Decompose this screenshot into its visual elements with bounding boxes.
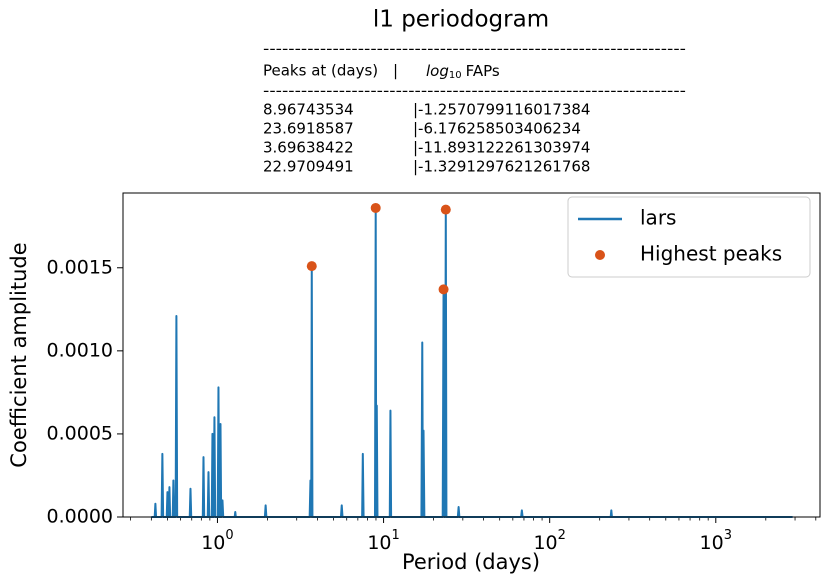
legend-label: lars	[640, 206, 676, 230]
y-tick-label: 0.0005	[47, 422, 113, 444]
x-tick-label: 101	[367, 528, 399, 554]
fap-header: log10 FAPs	[426, 62, 500, 82]
header: Peaks at (days)	[263, 62, 378, 80]
table-cell: 22.9709491	[263, 158, 354, 176]
rule: ----------------------------------------…	[263, 82, 686, 100]
x-tick-exponent: 2	[558, 528, 566, 543]
peak-marker	[438, 284, 449, 295]
y-tick-label: 0.0000	[47, 506, 113, 528]
x-tick-base: 10	[367, 532, 391, 554]
fap-header-sub: 10	[449, 70, 462, 81]
rule: ----------------------------------------…	[263, 40, 686, 58]
x-tick-exponent: 0	[225, 528, 233, 543]
x-tick-label: 103	[700, 528, 732, 554]
x-tick-exponent: 3	[724, 528, 732, 543]
x-tick-base: 10	[533, 532, 557, 554]
y-axis-label: Coefficient amplitude	[7, 242, 31, 467]
chart-title: l1 periodogram	[373, 7, 549, 33]
fap-header-rest: FAPs	[466, 62, 500, 80]
y-tick-label: 0.0015	[47, 256, 113, 278]
header: |	[393, 62, 398, 80]
fap-header-log: log	[426, 62, 449, 80]
x-tick-label: 102	[533, 528, 565, 554]
table-cell: |-1.2570799116017384	[413, 101, 590, 119]
table-cell: 3.69638422	[263, 139, 354, 157]
peak-marker	[306, 261, 317, 272]
peak-marker	[370, 202, 381, 213]
plot-frame	[122, 192, 821, 518]
x-tick-base: 10	[700, 532, 724, 554]
x-tick-label: 100	[201, 528, 233, 554]
x-tick-exponent: 1	[392, 528, 400, 543]
table-cell: 23.6918587	[263, 120, 354, 138]
table-cell: 8.96743534	[263, 101, 354, 119]
peak-marker	[440, 204, 451, 215]
legend-label: Highest peaks	[640, 242, 782, 266]
legend-box	[567, 196, 811, 278]
table-cell: |-11.893122261303974	[413, 139, 590, 157]
y-tick-label: 0.0010	[47, 339, 113, 361]
table-cell: |-1.3291297621261768	[413, 158, 590, 176]
x-axis-label: Period (days)	[402, 550, 540, 574]
table-cell: |-6.176258503406234	[413, 120, 581, 138]
x-tick-base: 10	[201, 532, 225, 554]
legend-marker	[595, 250, 605, 260]
